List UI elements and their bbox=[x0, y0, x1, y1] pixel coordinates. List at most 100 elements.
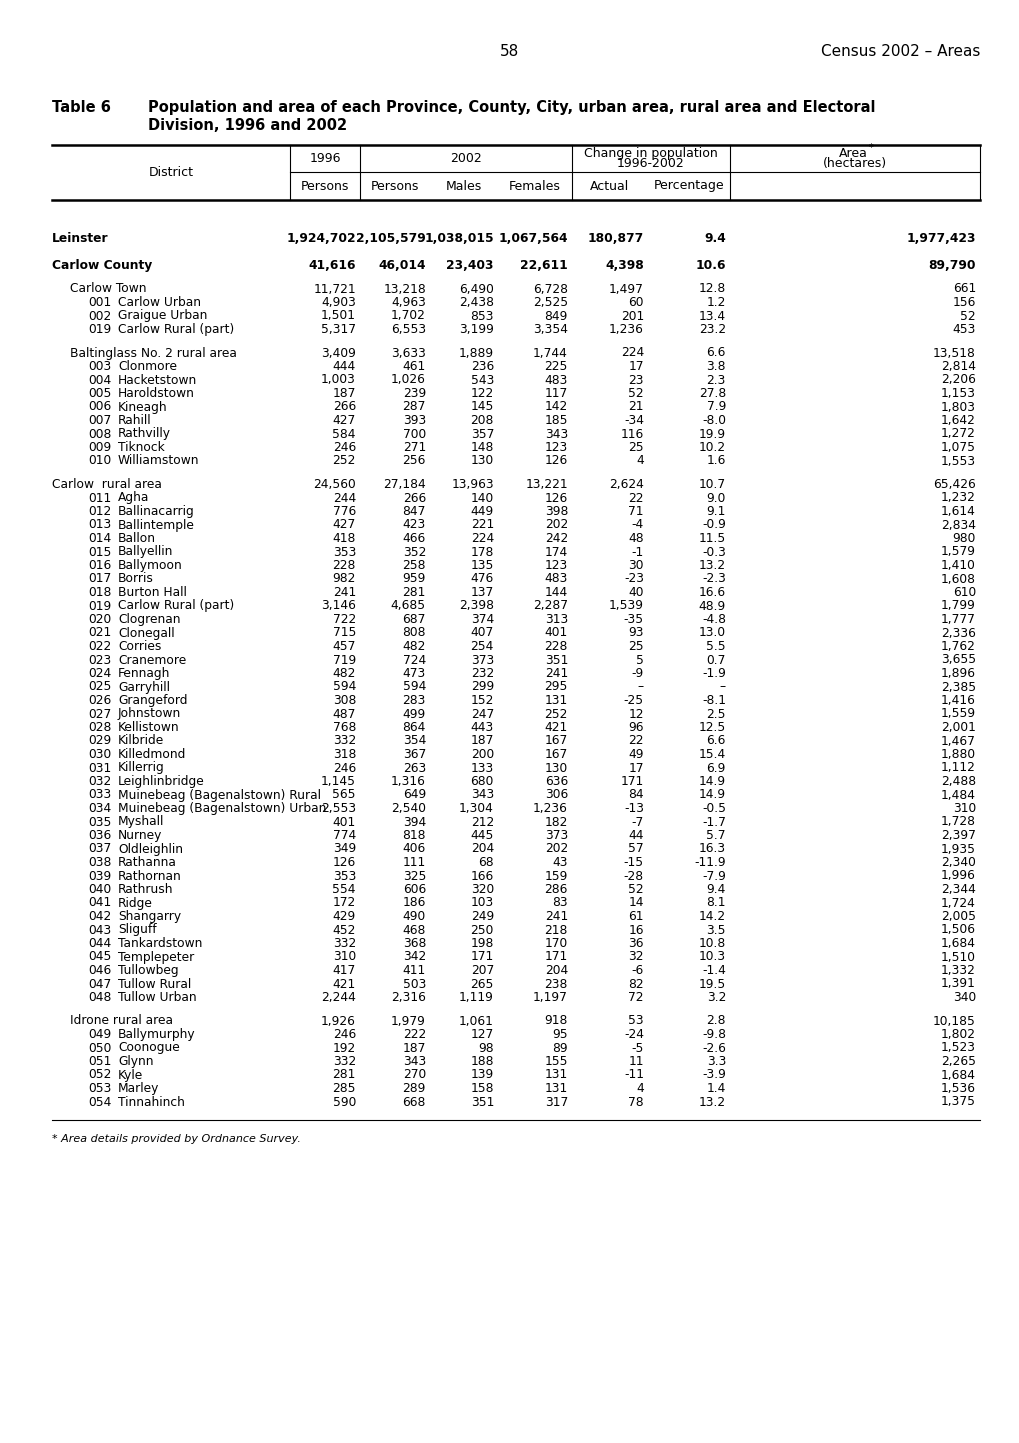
Text: 201: 201 bbox=[621, 309, 643, 322]
Text: Carlow Urban: Carlow Urban bbox=[118, 296, 201, 309]
Text: 12.5: 12.5 bbox=[698, 722, 726, 734]
Text: Table 6: Table 6 bbox=[52, 100, 111, 115]
Text: -28: -28 bbox=[624, 870, 643, 883]
Text: 417: 417 bbox=[332, 964, 356, 977]
Text: 1,777: 1,777 bbox=[941, 613, 975, 626]
Text: Johnstown: Johnstown bbox=[118, 707, 181, 720]
Text: 117: 117 bbox=[544, 387, 568, 400]
Text: 232: 232 bbox=[471, 667, 493, 680]
Text: 122: 122 bbox=[471, 387, 493, 400]
Text: -11.9: -11.9 bbox=[694, 856, 726, 869]
Text: 200: 200 bbox=[471, 747, 493, 760]
Text: 130: 130 bbox=[471, 455, 493, 468]
Text: 23.2: 23.2 bbox=[698, 323, 726, 336]
Text: 4: 4 bbox=[636, 455, 643, 468]
Text: 126: 126 bbox=[544, 492, 568, 505]
Text: 421: 421 bbox=[544, 722, 568, 734]
Text: Idrone rural area: Idrone rural area bbox=[70, 1014, 173, 1027]
Text: Rathornan: Rathornan bbox=[118, 870, 181, 883]
Text: 1,536: 1,536 bbox=[941, 1082, 975, 1095]
Text: 1,232: 1,232 bbox=[941, 492, 975, 505]
Text: Ballon: Ballon bbox=[118, 532, 156, 545]
Text: 009: 009 bbox=[88, 442, 111, 455]
Text: 49: 49 bbox=[628, 747, 643, 760]
Text: Change in population: Change in population bbox=[584, 147, 717, 160]
Text: 152: 152 bbox=[470, 694, 493, 707]
Text: 9.4: 9.4 bbox=[703, 231, 726, 244]
Text: Agha: Agha bbox=[118, 492, 149, 505]
Text: 241: 241 bbox=[544, 667, 568, 680]
Text: 22,611: 22,611 bbox=[520, 258, 568, 271]
Text: 182: 182 bbox=[544, 815, 568, 828]
Text: 398: 398 bbox=[544, 505, 568, 518]
Text: 10.2: 10.2 bbox=[698, 442, 726, 455]
Text: 123: 123 bbox=[544, 442, 568, 455]
Text: 649: 649 bbox=[403, 788, 426, 801]
Text: 14: 14 bbox=[628, 896, 643, 909]
Text: 287: 287 bbox=[403, 401, 426, 414]
Text: 1,996: 1,996 bbox=[941, 870, 975, 883]
Text: 010: 010 bbox=[88, 455, 111, 468]
Text: 2,244: 2,244 bbox=[321, 991, 356, 1004]
Text: Tullow Urban: Tullow Urban bbox=[118, 991, 197, 1004]
Text: 242: 242 bbox=[544, 532, 568, 545]
Text: -7.9: -7.9 bbox=[701, 870, 726, 883]
Text: Kyle: Kyle bbox=[118, 1068, 143, 1081]
Text: 249: 249 bbox=[471, 911, 493, 924]
Text: -0.3: -0.3 bbox=[701, 545, 726, 558]
Text: 1,510: 1,510 bbox=[941, 951, 975, 964]
Text: Ballinacarrig: Ballinacarrig bbox=[118, 505, 195, 518]
Text: 351: 351 bbox=[544, 654, 568, 667]
Text: 286: 286 bbox=[544, 883, 568, 896]
Text: Tankardstown: Tankardstown bbox=[118, 937, 202, 949]
Text: Kineagh: Kineagh bbox=[118, 401, 167, 414]
Text: 2,540: 2,540 bbox=[390, 802, 426, 815]
Text: 212: 212 bbox=[471, 815, 493, 828]
Text: 029: 029 bbox=[88, 734, 111, 747]
Text: 158: 158 bbox=[470, 1082, 493, 1095]
Text: 047: 047 bbox=[88, 977, 111, 990]
Text: 137: 137 bbox=[471, 586, 493, 599]
Text: 11: 11 bbox=[628, 1055, 643, 1068]
Text: 83: 83 bbox=[552, 896, 568, 909]
Text: 1,977,423: 1,977,423 bbox=[906, 231, 975, 244]
Text: 1,375: 1,375 bbox=[941, 1095, 975, 1108]
Text: Garryhill: Garryhill bbox=[118, 681, 170, 694]
Text: 012: 012 bbox=[88, 505, 111, 518]
Text: 170: 170 bbox=[544, 937, 568, 949]
Text: 1,802: 1,802 bbox=[941, 1027, 975, 1040]
Text: 52: 52 bbox=[628, 883, 643, 896]
Text: 133: 133 bbox=[471, 762, 493, 775]
Text: 2,398: 2,398 bbox=[459, 599, 493, 612]
Text: 368: 368 bbox=[403, 937, 426, 949]
Text: -6: -6 bbox=[631, 964, 643, 977]
Text: 008: 008 bbox=[88, 427, 111, 440]
Text: 60: 60 bbox=[628, 296, 643, 309]
Text: -4: -4 bbox=[631, 518, 643, 531]
Text: 6,553: 6,553 bbox=[390, 323, 426, 336]
Text: 271: 271 bbox=[403, 442, 426, 455]
Text: 9.4: 9.4 bbox=[706, 883, 726, 896]
Text: 207: 207 bbox=[471, 964, 493, 977]
Text: 10.8: 10.8 bbox=[698, 937, 726, 949]
Text: 700: 700 bbox=[403, 427, 426, 440]
Text: 185: 185 bbox=[544, 414, 568, 427]
Text: Oldleighlin: Oldleighlin bbox=[118, 843, 182, 856]
Text: 367: 367 bbox=[403, 747, 426, 760]
Text: 048: 048 bbox=[88, 991, 111, 1004]
Text: 2,005: 2,005 bbox=[941, 911, 975, 924]
Text: 808: 808 bbox=[403, 626, 426, 639]
Text: 1,642: 1,642 bbox=[941, 414, 975, 427]
Text: 2,385: 2,385 bbox=[940, 681, 975, 694]
Text: 026: 026 bbox=[88, 694, 111, 707]
Text: 218: 218 bbox=[544, 924, 568, 937]
Text: -24: -24 bbox=[624, 1027, 643, 1040]
Text: 246: 246 bbox=[332, 442, 356, 455]
Text: Females: Females bbox=[508, 179, 560, 192]
Text: 040: 040 bbox=[88, 883, 111, 896]
Text: 43: 43 bbox=[552, 856, 568, 869]
Text: 317: 317 bbox=[544, 1095, 568, 1108]
Text: 299: 299 bbox=[471, 681, 493, 694]
Text: 982: 982 bbox=[332, 573, 356, 586]
Text: Census 2002 – Areas: Census 2002 – Areas bbox=[820, 45, 979, 59]
